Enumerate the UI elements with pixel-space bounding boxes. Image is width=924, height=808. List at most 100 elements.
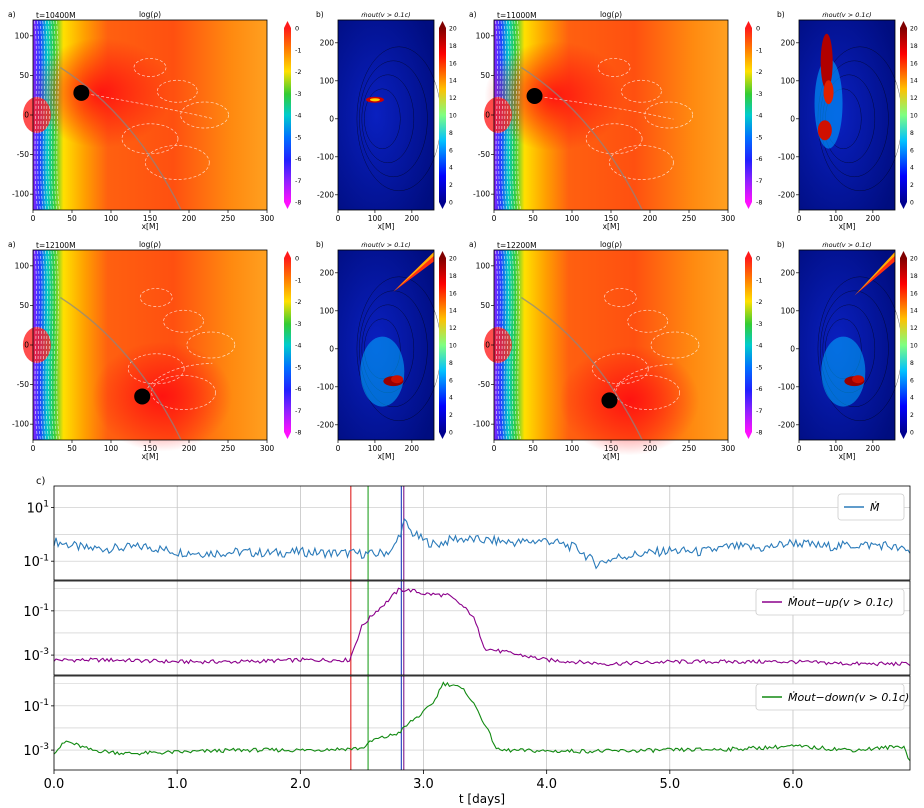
x-axis-label: x[M] <box>378 452 395 461</box>
colorbar-tick-label: -4 <box>295 112 301 120</box>
contour-line <box>47 20 52 210</box>
colorbar-tick-label: -1 <box>295 46 301 54</box>
colorbar-tick-label: -5 <box>756 363 762 371</box>
colorbar-tick-label: 8 <box>910 360 914 367</box>
series-panel-outflow-up: 10-1 10-3 Ṁout−up(v > 0.1c) <box>23 580 911 676</box>
colorbar-arrow-top <box>900 21 907 28</box>
colorbar-density <box>745 258 752 432</box>
contour-line <box>511 250 516 440</box>
y-tick-label: 0 <box>485 111 490 120</box>
colorbar-tick-label: -6 <box>756 155 762 163</box>
y-tick-label: -100 <box>778 382 795 391</box>
outflow-blob <box>820 33 833 90</box>
y-tick-label: 10-1 <box>23 553 49 570</box>
contour-loop <box>585 123 643 155</box>
colorbar-tick-label: -6 <box>756 385 762 393</box>
colorbar-tick-label: 12 <box>449 95 457 102</box>
x-tick-label: 250 <box>682 444 697 453</box>
colorbar-density <box>284 28 291 202</box>
colorbar-arrow-bottom <box>284 202 291 209</box>
plot-frame <box>53 485 911 581</box>
time-label: t=10400M <box>36 11 76 20</box>
legend-label: Ṁ <box>870 501 880 514</box>
y-tick-label: -200 <box>317 190 334 199</box>
contour-loop <box>359 290 428 408</box>
contour-loop <box>151 375 216 410</box>
colorbar-tick-label: 16 <box>449 60 457 67</box>
density-hot-region <box>31 37 172 148</box>
y-tick-label: 200 <box>781 38 796 47</box>
outflow-halo <box>360 336 405 407</box>
colorbar-tick-label: 20 <box>449 26 457 33</box>
panel-label-a: a) <box>469 10 477 19</box>
y-tick-label: 100 <box>781 76 796 85</box>
density-hot-region <box>559 345 700 456</box>
colorbar-tick-label: 4 <box>910 395 914 402</box>
outflow-hot-features <box>365 96 384 103</box>
x-tick-label: 200 <box>405 214 420 223</box>
contour-line <box>508 20 513 210</box>
contour-loop <box>650 331 700 359</box>
colorbar-tick-label: 0 <box>449 200 453 207</box>
colorbar-tick-label: 0 <box>295 255 299 263</box>
colorbar-arrow-top <box>439 251 446 258</box>
contour-loop <box>361 74 415 164</box>
colorbar-tick-label: 18 <box>449 273 457 280</box>
time-label: t=11000M <box>497 11 537 20</box>
colorbar-tick-label: 20 <box>449 256 457 263</box>
colorbar-tick-label: 0 <box>295 25 299 33</box>
contour-loop <box>156 79 198 103</box>
y-tick-label: -100 <box>473 420 490 429</box>
colorbar-tick-label: -5 <box>295 133 301 141</box>
contour-line <box>53 20 58 210</box>
contour-loop <box>139 288 173 307</box>
colorbar-arrow-bottom <box>900 432 907 439</box>
colorbar-tick-label: -5 <box>756 133 762 141</box>
colorbar-tick-label: 2 <box>910 412 914 419</box>
legend-label: Ṁout−down(v > 0.1c) <box>788 691 909 704</box>
x-axis-label: x[M] <box>142 452 159 461</box>
y-tick-label: -100 <box>12 420 29 429</box>
outflow-blob <box>823 80 834 105</box>
panel-label-b: b) <box>316 240 324 249</box>
y-tick-label: 101 <box>27 500 49 517</box>
density-title: log(ρ) <box>600 240 622 249</box>
colorbar-tick-label: -8 <box>756 429 762 437</box>
colorbar-tick-label: 0 <box>910 430 914 437</box>
y-tick-label: -50 <box>17 380 29 389</box>
contour-line <box>34 20 38 210</box>
x-tick-label: 100 <box>565 214 580 223</box>
x-tick-label: 300 <box>260 444 275 453</box>
density-panel-12200: a) t=12200M log(ρ) 0 50 100 150 200 250 300 100 50 0… <box>469 240 762 461</box>
colorbar-tick-label: 16 <box>449 290 457 297</box>
x-tick-label: 100 <box>829 444 844 453</box>
colorbar-tick-label: 8 <box>449 130 453 137</box>
contour-loop <box>609 145 674 180</box>
colorbar-tick-label: 2 <box>910 182 914 189</box>
colorbar-arrow-bottom <box>439 202 446 209</box>
colorbar-tick-label: 8 <box>449 360 453 367</box>
colorbar-arrow-top <box>745 21 752 28</box>
plot-frame <box>337 19 435 211</box>
x-tick-label: 200 <box>866 214 881 223</box>
colorbar-tick-label: 10 <box>910 343 918 350</box>
colorbar-tick-label: 4 <box>449 395 453 402</box>
contour-loop <box>597 58 631 77</box>
y-tick-label: 200 <box>781 268 796 277</box>
colorbar-tick-label: 16 <box>910 60 918 67</box>
legend: Ṁout−down(v > 0.1c) <box>755 683 909 711</box>
y-tick-label: 10-3 <box>23 647 49 664</box>
y-tick-label: 0 <box>790 344 795 353</box>
colorbar-tick-label: -3 <box>295 90 301 98</box>
x-tick-label: 200 <box>866 444 881 453</box>
colorbar-arrow-top <box>900 251 907 258</box>
series-line-outflow-down <box>53 681 911 761</box>
contour-line <box>517 20 521 210</box>
contour-loop <box>604 288 637 307</box>
outflow-hot-features <box>360 251 434 407</box>
black-hole-marker <box>601 392 618 409</box>
x-tick-label: 150 <box>604 444 619 453</box>
x-tick-label: 0 <box>492 214 497 223</box>
colorbar-tick-label: 8 <box>910 130 914 137</box>
colorbar-arrow-bottom <box>439 432 446 439</box>
